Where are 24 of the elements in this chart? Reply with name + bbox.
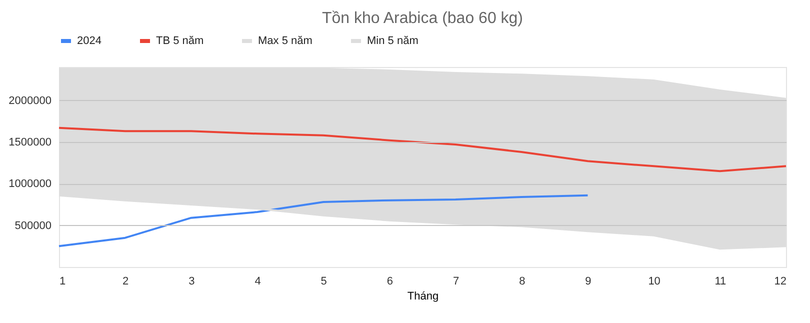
x-tick-label: 7 xyxy=(452,276,460,288)
x-tick-label: 3 xyxy=(188,276,195,288)
chart-title: Tồn kho Arabica (bao 60 kg) xyxy=(322,10,524,27)
legend-label: Max 5 năm xyxy=(258,35,312,47)
y-tick-label: 500000 xyxy=(14,220,52,232)
y-tick-label: 1000000 xyxy=(8,178,52,190)
x-tick-label: 6 xyxy=(386,276,394,288)
line-series xyxy=(58,194,589,248)
x-tick-label: 12 xyxy=(774,276,786,288)
x-axis-title: Tháng xyxy=(407,290,439,302)
y-tick-label: 1500000 xyxy=(8,136,52,148)
x-tick-label: 11 xyxy=(714,276,726,288)
legend-label: TB 5 năm xyxy=(156,35,204,47)
x-tick-label: 4 xyxy=(254,276,261,288)
line-series xyxy=(58,126,787,172)
x-tick-label: 2 xyxy=(122,276,129,288)
legend-label: Min 5 năm xyxy=(367,35,418,47)
legend-label: 2024 xyxy=(77,35,102,47)
x-tick-label: 5 xyxy=(320,276,327,288)
y-tick-label: 2000000 xyxy=(8,94,52,107)
x-tick-label: 9 xyxy=(585,276,592,288)
x-tick-label: 10 xyxy=(648,276,660,288)
x-tick-label: 8 xyxy=(519,276,526,288)
x-tick-label: 1 xyxy=(60,276,66,288)
